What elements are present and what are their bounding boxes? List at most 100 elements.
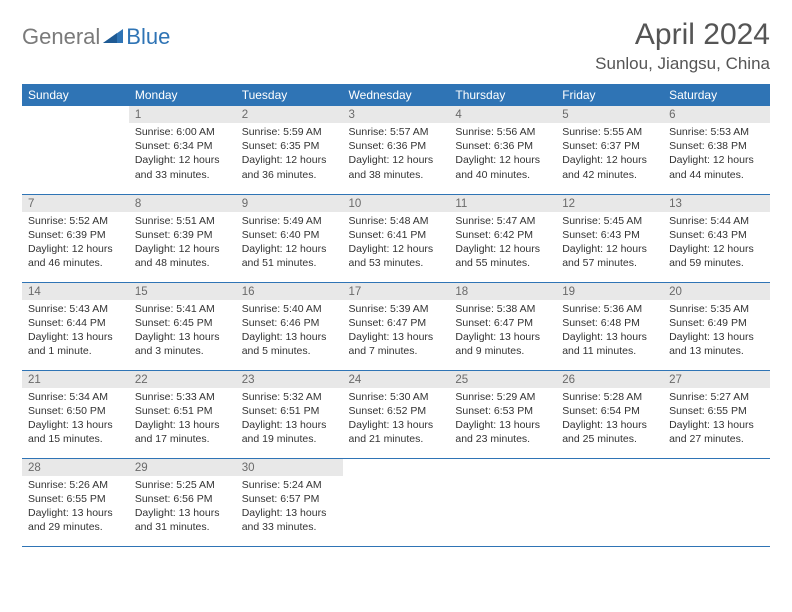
calendar-week-row: .1Sunrise: 6:00 AMSunset: 6:34 PMDayligh… — [22, 106, 770, 194]
calendar-day-cell: 21Sunrise: 5:34 AMSunset: 6:50 PMDayligh… — [22, 370, 129, 458]
day-number: 15 — [129, 283, 236, 300]
day-number: 6 — [663, 106, 770, 123]
day-content: Sunrise: 6:00 AMSunset: 6:34 PMDaylight:… — [129, 123, 236, 186]
day-content: Sunrise: 5:53 AMSunset: 6:38 PMDaylight:… — [663, 123, 770, 186]
day-content: Sunrise: 5:25 AMSunset: 6:56 PMDaylight:… — [129, 476, 236, 539]
calendar-day-cell: 2Sunrise: 5:59 AMSunset: 6:35 PMDaylight… — [236, 106, 343, 194]
day-content: Sunrise: 5:59 AMSunset: 6:35 PMDaylight:… — [236, 123, 343, 186]
calendar-header-row: SundayMondayTuesdayWednesdayThursdayFrid… — [22, 84, 770, 106]
weekday-header: Sunday — [22, 84, 129, 106]
calendar-day-cell: 9Sunrise: 5:49 AMSunset: 6:40 PMDaylight… — [236, 194, 343, 282]
sunset-text: Sunset: 6:38 PM — [669, 139, 764, 153]
daylight-text: Daylight: 13 hours and 15 minutes. — [28, 418, 123, 446]
sunrise-text: Sunrise: 5:39 AM — [349, 302, 444, 316]
sunset-text: Sunset: 6:51 PM — [135, 404, 230, 418]
day-number: 2 — [236, 106, 343, 123]
daylight-text: Daylight: 12 hours and 51 minutes. — [242, 242, 337, 270]
sunset-text: Sunset: 6:46 PM — [242, 316, 337, 330]
calendar-table: SundayMondayTuesdayWednesdayThursdayFrid… — [22, 84, 770, 547]
day-number: 25 — [449, 371, 556, 388]
day-number: 28 — [22, 459, 129, 476]
day-content: Sunrise: 5:56 AMSunset: 6:36 PMDaylight:… — [449, 123, 556, 186]
day-number: 27 — [663, 371, 770, 388]
day-content: Sunrise: 5:44 AMSunset: 6:43 PMDaylight:… — [663, 212, 770, 275]
sunset-text: Sunset: 6:43 PM — [669, 228, 764, 242]
calendar-day-cell: 24Sunrise: 5:30 AMSunset: 6:52 PMDayligh… — [343, 370, 450, 458]
calendar-day-cell: 28Sunrise: 5:26 AMSunset: 6:55 PMDayligh… — [22, 458, 129, 546]
daylight-text: Daylight: 12 hours and 46 minutes. — [28, 242, 123, 270]
sunset-text: Sunset: 6:43 PM — [562, 228, 657, 242]
sunrise-text: Sunrise: 5:49 AM — [242, 214, 337, 228]
sunset-text: Sunset: 6:50 PM — [28, 404, 123, 418]
daylight-text: Daylight: 12 hours and 36 minutes. — [242, 153, 337, 181]
day-number: 18 — [449, 283, 556, 300]
day-content: Sunrise: 5:38 AMSunset: 6:47 PMDaylight:… — [449, 300, 556, 363]
calendar-day-cell: 11Sunrise: 5:47 AMSunset: 6:42 PMDayligh… — [449, 194, 556, 282]
day-content: Sunrise: 5:51 AMSunset: 6:39 PMDaylight:… — [129, 212, 236, 275]
sunset-text: Sunset: 6:44 PM — [28, 316, 123, 330]
daylight-text: Daylight: 12 hours and 57 minutes. — [562, 242, 657, 270]
sunset-text: Sunset: 6:54 PM — [562, 404, 657, 418]
sunset-text: Sunset: 6:49 PM — [669, 316, 764, 330]
calendar-day-cell: . — [343, 458, 450, 546]
sunrise-text: Sunrise: 5:43 AM — [28, 302, 123, 316]
day-content: Sunrise: 5:32 AMSunset: 6:51 PMDaylight:… — [236, 388, 343, 451]
day-number: 29 — [129, 459, 236, 476]
calendar-day-cell: 7Sunrise: 5:52 AMSunset: 6:39 PMDaylight… — [22, 194, 129, 282]
day-number: 3 — [343, 106, 450, 123]
daylight-text: Daylight: 12 hours and 59 minutes. — [669, 242, 764, 270]
calendar-day-cell: . — [22, 106, 129, 194]
sunset-text: Sunset: 6:36 PM — [455, 139, 550, 153]
calendar-day-cell: 29Sunrise: 5:25 AMSunset: 6:56 PMDayligh… — [129, 458, 236, 546]
calendar-day-cell: 15Sunrise: 5:41 AMSunset: 6:45 PMDayligh… — [129, 282, 236, 370]
day-content: Sunrise: 5:40 AMSunset: 6:46 PMDaylight:… — [236, 300, 343, 363]
sunrise-text: Sunrise: 5:52 AM — [28, 214, 123, 228]
calendar-day-cell: 19Sunrise: 5:36 AMSunset: 6:48 PMDayligh… — [556, 282, 663, 370]
day-content: Sunrise: 5:35 AMSunset: 6:49 PMDaylight:… — [663, 300, 770, 363]
brand-logo: General Blue — [22, 24, 170, 50]
day-number: 7 — [22, 195, 129, 212]
day-number: 30 — [236, 459, 343, 476]
sunrise-text: Sunrise: 5:35 AM — [669, 302, 764, 316]
day-number: 20 — [663, 283, 770, 300]
brand-part2: Blue — [126, 24, 170, 50]
day-content: Sunrise: 5:45 AMSunset: 6:43 PMDaylight:… — [556, 212, 663, 275]
day-number: 17 — [343, 283, 450, 300]
sunrise-text: Sunrise: 5:32 AM — [242, 390, 337, 404]
brand-triangle-icon — [103, 27, 123, 48]
brand-part1: General — [22, 24, 100, 50]
day-number: 14 — [22, 283, 129, 300]
sunrise-text: Sunrise: 5:36 AM — [562, 302, 657, 316]
sunset-text: Sunset: 6:39 PM — [135, 228, 230, 242]
sunset-text: Sunset: 6:48 PM — [562, 316, 657, 330]
sunrise-text: Sunrise: 5:55 AM — [562, 125, 657, 139]
daylight-text: Daylight: 13 hours and 25 minutes. — [562, 418, 657, 446]
daylight-text: Daylight: 13 hours and 31 minutes. — [135, 506, 230, 534]
calendar-day-cell: 16Sunrise: 5:40 AMSunset: 6:46 PMDayligh… — [236, 282, 343, 370]
day-content: Sunrise: 5:30 AMSunset: 6:52 PMDaylight:… — [343, 388, 450, 451]
daylight-text: Daylight: 13 hours and 23 minutes. — [455, 418, 550, 446]
sunrise-text: Sunrise: 5:26 AM — [28, 478, 123, 492]
daylight-text: Daylight: 12 hours and 44 minutes. — [669, 153, 764, 181]
sunset-text: Sunset: 6:55 PM — [28, 492, 123, 506]
daylight-text: Daylight: 13 hours and 21 minutes. — [349, 418, 444, 446]
day-number: 22 — [129, 371, 236, 388]
day-content: Sunrise: 5:24 AMSunset: 6:57 PMDaylight:… — [236, 476, 343, 539]
sunset-text: Sunset: 6:55 PM — [669, 404, 764, 418]
calendar-day-cell: 8Sunrise: 5:51 AMSunset: 6:39 PMDaylight… — [129, 194, 236, 282]
day-content: Sunrise: 5:33 AMSunset: 6:51 PMDaylight:… — [129, 388, 236, 451]
calendar-day-cell: 10Sunrise: 5:48 AMSunset: 6:41 PMDayligh… — [343, 194, 450, 282]
daylight-text: Daylight: 12 hours and 40 minutes. — [455, 153, 550, 181]
weekday-header: Monday — [129, 84, 236, 106]
calendar-day-cell: 22Sunrise: 5:33 AMSunset: 6:51 PMDayligh… — [129, 370, 236, 458]
calendar-day-cell: 5Sunrise: 5:55 AMSunset: 6:37 PMDaylight… — [556, 106, 663, 194]
sunrise-text: Sunrise: 5:29 AM — [455, 390, 550, 404]
sunrise-text: Sunrise: 5:33 AM — [135, 390, 230, 404]
day-number: 9 — [236, 195, 343, 212]
sunrise-text: Sunrise: 5:28 AM — [562, 390, 657, 404]
daylight-text: Daylight: 12 hours and 33 minutes. — [135, 153, 230, 181]
sunset-text: Sunset: 6:37 PM — [562, 139, 657, 153]
sunrise-text: Sunrise: 5:25 AM — [135, 478, 230, 492]
calendar-body: .1Sunrise: 6:00 AMSunset: 6:34 PMDayligh… — [22, 106, 770, 546]
day-number: 10 — [343, 195, 450, 212]
